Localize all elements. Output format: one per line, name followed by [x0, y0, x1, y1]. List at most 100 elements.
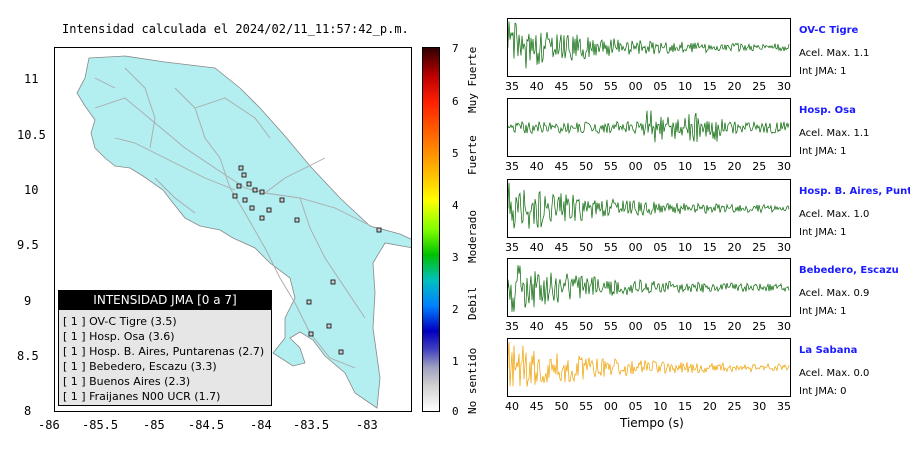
waveform-panel — [507, 338, 791, 397]
legend-item-level: [ 1 ] — [63, 345, 86, 358]
colorbar-word: Moderado — [466, 210, 479, 263]
waveform-panel — [507, 179, 791, 238]
colorbar-tick: 0 — [452, 405, 459, 418]
colorbar-tick: 2 — [452, 303, 459, 316]
waveform-tick-label: 05 — [653, 80, 668, 93]
station-jma-intensity: Int JMA: 1 — [799, 227, 847, 238]
waveform-tick-label: 40 — [529, 320, 544, 333]
x-tick-label: -83 — [356, 418, 378, 432]
waveform-tick-label: 00 — [628, 80, 643, 93]
waveform-panel — [507, 98, 791, 157]
legend-item: [ 1 ] OV-C Tigre (3.5) — [63, 315, 177, 328]
map-svg — [76, 55, 411, 409]
station-name: Hosp. Osa — [799, 105, 856, 116]
colorbar-word: Fuerte — [466, 135, 479, 175]
waveform-tick-label: 30 — [777, 320, 791, 333]
colorbar-tick: 7 — [452, 42, 459, 55]
x-tick-label: -86 — [38, 418, 60, 432]
waveform-tick-label: 10 — [678, 80, 693, 93]
colorbar-word: Debil — [466, 286, 479, 320]
legend-item: [ 1 ] Hosp. B. Aires, Puntarenas (2.7) — [63, 345, 264, 358]
waveform-tick-label: 05 — [628, 400, 643, 413]
waveform-tick-label: 05 — [653, 160, 668, 173]
x-tick-label: -85.5 — [82, 418, 119, 432]
legend-item: [ 1 ] Hosp. Osa (3.6) — [63, 330, 175, 343]
station-max-accel: Acel. Max. 1.0 — [799, 209, 870, 220]
xaxis-title: Tiempo (s) — [620, 416, 684, 430]
waveform-tick-label: 00 — [603, 400, 618, 413]
waveform-tick-label: 35 — [777, 400, 791, 413]
waveform-trace — [507, 182, 790, 229]
station-jma-intensity: Int JMA: 1 — [799, 146, 847, 157]
station-max-accel: Acel. Max. 0.9 — [799, 288, 870, 299]
station-name: Hosp. B. Aires, Puntare — [799, 186, 910, 197]
legend-item-level: [ 1 ] — [63, 375, 86, 388]
waveform-tick-label: 30 — [777, 241, 791, 254]
station-name: Bebedero, Escazu — [799, 265, 899, 276]
legend-item-label: Bebedero, Escazu (3.3) — [89, 360, 217, 373]
waveform-trace — [507, 341, 790, 387]
waveform-tick-label: 55 — [579, 400, 594, 413]
waveform-trace — [507, 265, 790, 312]
colorbar-tick: 4 — [452, 199, 459, 212]
waveform-tick-label: 25 — [752, 320, 767, 333]
waveform-tick-label: 45 — [529, 400, 544, 413]
x-tick-label: -85 — [143, 418, 165, 432]
waveform-tick-label: 40 — [529, 160, 544, 173]
waveform-line — [507, 110, 790, 143]
legend-item: [ 1 ] Bebedero, Escazu (3.3) — [63, 360, 217, 373]
legend-header: INTENSIDAD JMA [0 a 7] — [59, 291, 271, 310]
station-name: La Sabana — [799, 345, 858, 356]
y-tick-label: 9.5 — [17, 238, 39, 252]
colorbar-tick: 3 — [452, 251, 459, 264]
waveform-tick-label: 50 — [579, 241, 594, 254]
waveform-tick-label: 15 — [702, 320, 717, 333]
waveform-trace — [507, 110, 790, 143]
waveform-tick-label: 20 — [727, 241, 742, 254]
station-max-accel: Acel. Max. 1.1 — [799, 128, 870, 139]
legend-item: [ 1 ] Buenos Aires (2.3) — [63, 375, 190, 388]
colorbar — [422, 47, 440, 412]
waveform-tick-label: 55 — [603, 320, 618, 333]
legend-item-label: Buenos Aires (2.3) — [89, 375, 191, 388]
legend-item-label: Fraijanes N00 UCR (1.7) — [89, 390, 221, 403]
waveform-tick-label: 30 — [777, 160, 791, 173]
waveform-tick-label: 50 — [579, 80, 594, 93]
station-jma-intensity: Int JMA: 0 — [799, 386, 847, 397]
map-title: Intensidad calculada el 2024/02/11_11:57… — [62, 22, 409, 36]
x-tick-label: -83.5 — [293, 418, 330, 432]
waveform-panel — [507, 18, 791, 77]
y-tick-label: 10.5 — [17, 128, 46, 142]
waveform-tick-label: 05 — [653, 241, 668, 254]
waveform-tick-label: 45 — [554, 160, 569, 173]
waveform-panel — [507, 258, 791, 317]
waveform-tick-label: 00 — [628, 160, 643, 173]
waveform-tick-label: 50 — [579, 160, 594, 173]
waveform-tick-label: 20 — [727, 160, 742, 173]
legend-item-level: [ 1 ] — [63, 330, 86, 343]
station-max-accel: Acel. Max. 1.1 — [799, 48, 870, 59]
waveform-tick-label: 20 — [727, 80, 742, 93]
waveform-tick-label: 40 — [505, 400, 519, 413]
waveform-tick-label: 55 — [603, 160, 618, 173]
waveform-tick-label: 15 — [702, 160, 717, 173]
x-tick-label: -84.5 — [188, 418, 225, 432]
waveform-tick-label: 30 — [752, 400, 767, 413]
station-name: OV-C Tigre — [799, 25, 859, 36]
legend-item-label: Hosp. B. Aires, Puntarenas (2.7) — [89, 345, 265, 358]
colorbar-tick: 6 — [452, 95, 459, 108]
legend-item-level: [ 1 ] — [63, 315, 86, 328]
station-jma-intensity: Int JMA: 1 — [799, 66, 847, 77]
y-tick-label: 8.5 — [17, 349, 39, 363]
station-max-accel: Acel. Max. 0.0 — [799, 368, 870, 379]
x-tick-label: -84 — [250, 418, 272, 432]
waveform-line — [507, 21, 790, 69]
waveform-tick-label: 45 — [554, 320, 569, 333]
station-jma-intensity: Int JMA: 1 — [799, 306, 847, 317]
y-tick-label: 10 — [24, 183, 39, 197]
y-tick-label: 11 — [24, 72, 39, 86]
legend-item-label: OV-C Tigre (3.5) — [89, 315, 177, 328]
y-tick-label: 8 — [24, 404, 32, 418]
colorbar-tick: 5 — [452, 147, 459, 160]
colorbar-word: No sentido — [466, 347, 479, 414]
